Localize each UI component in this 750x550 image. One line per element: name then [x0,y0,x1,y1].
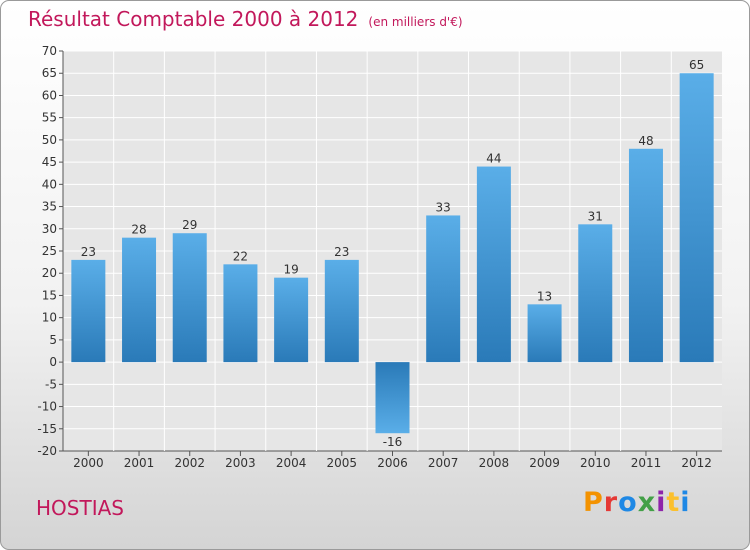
y-tick-label: 5 [49,333,57,347]
y-tick-label: -5 [45,377,57,391]
x-tick-label-2003: 2003 [225,456,256,470]
x-tick-label-2007: 2007 [428,456,459,470]
logo-letter: t [666,487,681,518]
y-tick-label: -10 [37,400,57,414]
x-tick-label-2006: 2006 [377,456,408,470]
commune-name: HOSTIAS [36,496,124,520]
data-label-2011: 48 [638,134,653,148]
y-tick-label: 70 [42,44,57,58]
x-tick-label-2008: 2008 [479,456,510,470]
logo-letter: P [583,487,604,518]
y-tick-label: 35 [42,200,57,214]
data-label-2007: 33 [436,200,451,214]
chart-subtitle: (en milliers d'€) [368,15,463,29]
data-label-2010: 31 [588,209,603,223]
bar-2002 [172,233,207,363]
logo-letter: r [603,487,619,518]
y-tick-label: 55 [42,111,57,125]
data-label-2012: 65 [689,58,704,72]
bar-2011 [628,148,663,363]
y-tick-label: 60 [42,88,57,102]
bar-2004 [274,277,309,363]
y-tick-label: 20 [42,266,57,280]
y-tick-label: 50 [42,133,57,147]
x-tick-label-2004: 2004 [276,456,307,470]
x-tick-label-2009: 2009 [529,456,560,470]
bar-2005 [324,259,359,363]
data-label-2002: 29 [182,218,197,232]
proxiti-logo: Proxiti [583,487,691,518]
x-tick-label-2001: 2001 [124,456,155,470]
x-tick-label-2011: 2011 [631,456,662,470]
data-label-2004: 19 [283,263,298,277]
bar-2007 [426,215,461,363]
data-label-2001: 28 [131,223,146,237]
data-label-2006: -16 [383,435,403,449]
y-tick-label: -20 [37,444,57,458]
y-tick-label: 10 [42,311,57,325]
data-label-2000: 23 [81,245,96,259]
y-tick-label: 45 [42,155,57,169]
logo-letter: o [618,487,638,518]
bar-2012 [679,73,714,363]
x-tick-label-2010: 2010 [580,456,611,470]
bar-2000 [71,259,106,363]
y-tick-label: 25 [42,244,57,258]
x-tick-label-2000: 2000 [73,456,104,470]
x-tick-label-2012: 2012 [681,456,712,470]
x-tick-label-2002: 2002 [174,456,205,470]
bar-2006 [375,362,410,434]
y-tick-label: 0 [49,355,57,369]
bar-2003 [223,264,258,363]
y-tick-label: 65 [42,66,57,80]
data-label-2005: 23 [334,245,349,259]
y-tick-label: -15 [37,422,57,436]
x-tick-label-2005: 2005 [327,456,358,470]
y-tick-label: 30 [42,222,57,236]
bar-2010 [578,224,613,363]
data-label-2003: 22 [233,249,248,263]
chart-title-block: Résultat Comptable 2000 à 2012 (en millie… [28,7,463,31]
y-tick-label: 40 [42,177,57,191]
logo-letter: i [656,487,667,518]
bar-2008 [476,166,511,363]
data-label-2008: 44 [486,152,501,166]
data-label-2009: 13 [537,289,552,303]
bar-2001 [122,237,157,363]
y-tick-label: 15 [42,288,57,302]
logo-letter: x [637,487,657,518]
chart-title: Résultat Comptable 2000 à 2012 [28,7,359,31]
bar-2009 [527,304,562,363]
logo-letter: i [680,487,691,518]
